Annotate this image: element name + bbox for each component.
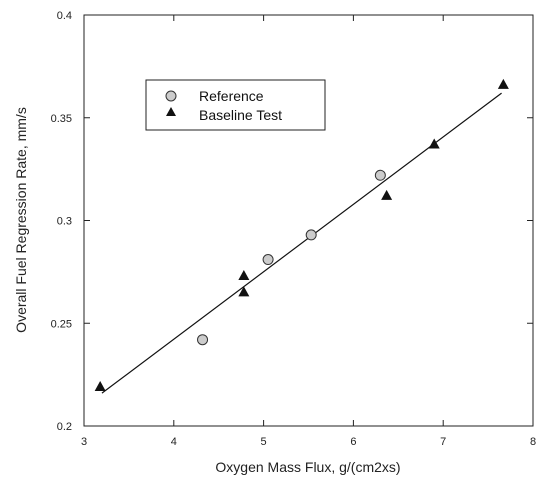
y-tick-label-0: 0.2 [57,421,72,433]
fit-line [101,92,502,394]
x-tick-label-2: 5 [261,436,267,448]
point-baseline-test-5 [497,78,509,89]
x-tick-label-0: 3 [81,436,87,448]
point-reference-3 [374,169,386,181]
point-baseline-test-0 [94,380,106,391]
legend-marker-reference [165,90,177,102]
y-tick-label-4: 0.4 [57,10,72,22]
point-baseline-test-3 [381,189,393,200]
x-tick-label-5: 8 [530,436,536,448]
legend-label-reference: Reference [199,88,264,104]
x-tick-label-4: 7 [440,436,446,448]
legend-marker-baseline-test [166,107,176,116]
point-baseline-test-1 [238,269,250,280]
point-reference-1 [262,254,274,266]
legend-label-baseline-test: Baseline Test [199,107,282,123]
ticks-group [83,14,534,427]
legend-box [145,79,326,131]
point-baseline-test-2 [238,286,250,297]
y-axis-label: Overall Fuel Regression Rate, mm/s [13,107,29,333]
tick-labels-group: 3 4 5 6 7 8 0.2 0.25 0.3 0.35 0.4 [51,10,536,448]
legend: Reference Baseline Test [145,79,326,131]
y-tick-label-2: 0.3 [57,216,72,228]
points-group [94,78,509,391]
y-tick-label-1: 0.25 [51,318,72,330]
point-reference-2 [305,229,317,241]
point-baseline-test-4 [428,138,440,149]
x-axis-label: Oxygen Mass Flux, g/(cm2xs) [215,459,400,475]
x-tick-label-3: 6 [350,436,356,448]
point-reference-0 [197,334,209,346]
plot-frame [83,14,534,427]
x-tick-label-1: 4 [171,436,177,448]
y-tick-label-3: 0.35 [51,113,72,125]
